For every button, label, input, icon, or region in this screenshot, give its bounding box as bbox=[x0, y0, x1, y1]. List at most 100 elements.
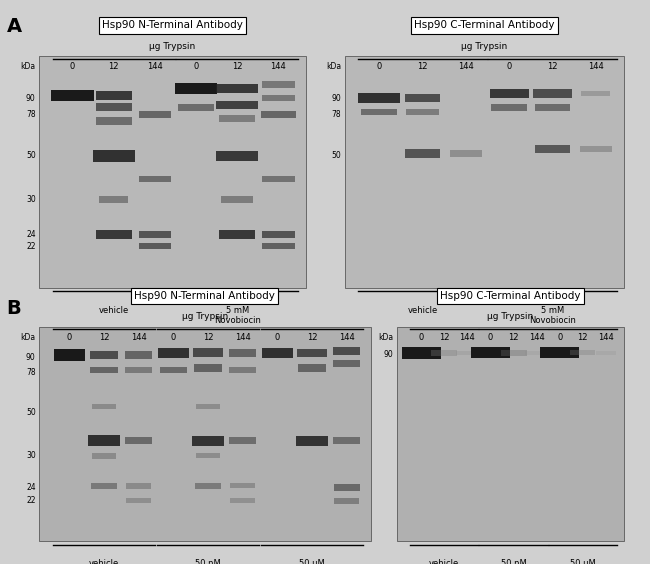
Bar bbox=[125, 367, 152, 373]
Bar bbox=[595, 351, 616, 355]
Text: 90: 90 bbox=[26, 94, 36, 103]
Bar bbox=[396, 327, 624, 541]
Text: 12: 12 bbox=[439, 333, 449, 342]
Bar bbox=[216, 151, 259, 161]
Bar bbox=[404, 149, 441, 158]
Text: 144: 144 bbox=[460, 333, 475, 342]
Bar bbox=[125, 351, 152, 359]
Bar bbox=[533, 89, 572, 98]
Text: 90: 90 bbox=[26, 352, 36, 362]
Bar bbox=[39, 56, 306, 288]
Text: 0: 0 bbox=[67, 333, 72, 342]
Text: Hsp90 C-Terminal Antibody: Hsp90 C-Terminal Antibody bbox=[414, 20, 554, 30]
Text: B: B bbox=[6, 299, 21, 318]
Text: 0: 0 bbox=[171, 333, 176, 342]
Bar bbox=[581, 91, 610, 96]
Text: 144: 144 bbox=[131, 333, 146, 342]
Text: 78: 78 bbox=[26, 368, 36, 377]
Bar bbox=[158, 348, 189, 358]
Bar bbox=[219, 116, 255, 122]
Bar bbox=[262, 348, 293, 358]
Bar bbox=[535, 104, 571, 111]
Text: 12: 12 bbox=[307, 333, 317, 342]
Bar bbox=[194, 364, 222, 372]
Bar bbox=[358, 93, 400, 103]
Text: vehicle: vehicle bbox=[99, 306, 129, 315]
Bar bbox=[230, 483, 255, 488]
Text: 90: 90 bbox=[384, 350, 393, 359]
Text: kDa: kDa bbox=[21, 333, 36, 342]
Bar bbox=[406, 109, 439, 115]
Text: 0: 0 bbox=[419, 333, 424, 342]
Text: Hsp90 N-Terminal Antibody: Hsp90 N-Terminal Antibody bbox=[102, 20, 242, 30]
Text: 22: 22 bbox=[26, 496, 36, 505]
Text: 144: 144 bbox=[339, 333, 354, 342]
Text: 30: 30 bbox=[26, 195, 36, 204]
Text: 78: 78 bbox=[332, 110, 341, 118]
Text: 24: 24 bbox=[26, 230, 36, 239]
Text: 22: 22 bbox=[26, 241, 36, 250]
Bar bbox=[194, 349, 222, 358]
Bar bbox=[431, 350, 457, 356]
Bar bbox=[138, 231, 171, 239]
Bar bbox=[92, 453, 116, 459]
Text: 144: 144 bbox=[458, 62, 474, 71]
Bar bbox=[196, 404, 220, 409]
Bar bbox=[525, 351, 548, 355]
Text: 50 nM
Cruentaren A: 50 nM Cruentaren A bbox=[486, 559, 541, 564]
Text: 50: 50 bbox=[26, 408, 36, 417]
Bar bbox=[471, 347, 510, 359]
Bar bbox=[404, 94, 441, 102]
Bar bbox=[216, 101, 259, 109]
Bar bbox=[540, 347, 579, 359]
Bar bbox=[125, 437, 152, 444]
Bar bbox=[580, 146, 612, 152]
Text: 24: 24 bbox=[26, 483, 36, 492]
Bar bbox=[126, 483, 151, 488]
Bar bbox=[456, 351, 478, 355]
Bar bbox=[344, 56, 624, 288]
Bar bbox=[138, 111, 171, 118]
Text: 50 μM
Cruentaren A: 50 μM Cruentaren A bbox=[284, 559, 340, 564]
Text: 5 mM
Novobiocin: 5 mM Novobiocin bbox=[529, 306, 576, 325]
Bar bbox=[333, 484, 359, 491]
Bar bbox=[262, 95, 294, 102]
Text: μg Trypsin: μg Trypsin bbox=[181, 312, 228, 321]
Text: 0: 0 bbox=[70, 62, 75, 71]
Text: 30: 30 bbox=[26, 451, 36, 460]
Bar bbox=[500, 350, 526, 356]
Bar bbox=[88, 435, 120, 446]
Text: kDa: kDa bbox=[378, 333, 393, 342]
Bar bbox=[219, 230, 255, 239]
Bar bbox=[262, 231, 294, 239]
Text: 0: 0 bbox=[488, 333, 493, 342]
Bar bbox=[334, 498, 359, 504]
Bar bbox=[192, 435, 224, 446]
Bar bbox=[178, 104, 214, 111]
Text: 12: 12 bbox=[417, 62, 428, 71]
Bar bbox=[126, 498, 151, 503]
Bar bbox=[262, 175, 294, 182]
Bar bbox=[535, 145, 571, 153]
Bar bbox=[229, 437, 256, 444]
Bar bbox=[196, 453, 220, 458]
Bar bbox=[361, 108, 397, 115]
Text: kDa: kDa bbox=[326, 62, 341, 71]
Text: 50 μM
Cruentaren A: 50 μM Cruentaren A bbox=[554, 559, 611, 564]
Bar bbox=[229, 349, 256, 356]
Text: vehicle: vehicle bbox=[408, 306, 437, 315]
Text: kDa: kDa bbox=[21, 62, 36, 71]
Text: 0: 0 bbox=[506, 62, 512, 71]
Bar bbox=[261, 111, 296, 118]
Text: 50 nM
Cruentaren A: 50 nM Cruentaren A bbox=[180, 559, 236, 564]
Bar bbox=[489, 89, 528, 98]
Bar bbox=[402, 347, 441, 359]
Text: 144: 144 bbox=[598, 333, 614, 342]
Text: μg Trypsin: μg Trypsin bbox=[487, 312, 534, 321]
Bar bbox=[51, 90, 94, 102]
Bar bbox=[333, 360, 360, 367]
Bar bbox=[298, 349, 326, 357]
Text: 12: 12 bbox=[508, 333, 519, 342]
Text: 90: 90 bbox=[332, 94, 341, 103]
Bar bbox=[92, 149, 135, 162]
